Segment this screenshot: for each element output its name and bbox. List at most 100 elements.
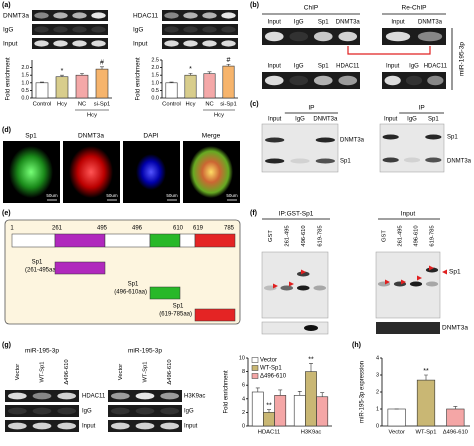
lane-label: 496-610 bbox=[301, 225, 307, 246]
y-tick-label: 4 bbox=[376, 355, 379, 361]
blot bbox=[261, 251, 329, 319]
gel-band bbox=[135, 407, 155, 415]
arrowhead bbox=[442, 269, 447, 275]
scale-label: 50um bbox=[106, 193, 118, 198]
gel-band bbox=[34, 40, 49, 47]
lane-label: 619-785 bbox=[317, 225, 323, 246]
y-tick-label: 0.5 bbox=[21, 88, 29, 94]
header: IP bbox=[308, 105, 314, 112]
gel-band bbox=[160, 422, 180, 430]
x-tick-label: Δ496-610 bbox=[443, 430, 468, 436]
arrowhead bbox=[401, 279, 406, 285]
error-bar bbox=[267, 409, 271, 413]
bar bbox=[446, 408, 465, 427]
bar bbox=[184, 74, 197, 99]
lane-label: DNMT3a bbox=[336, 20, 361, 26]
gel-band bbox=[164, 26, 179, 33]
link-bracket bbox=[347, 46, 431, 55]
gel-band bbox=[289, 75, 309, 86]
lane-label: Sp1 bbox=[318, 20, 329, 26]
bar bbox=[263, 412, 275, 427]
group-label: Hcy bbox=[214, 113, 224, 119]
gel-band bbox=[221, 26, 236, 33]
gel-band bbox=[110, 407, 130, 415]
lane-label: HDAC11 bbox=[424, 64, 448, 70]
label: (g) bbox=[2, 342, 11, 349]
row-label: DNMT3a bbox=[3, 13, 29, 20]
cell bbox=[136, 154, 166, 190]
lane-label: GST bbox=[268, 230, 274, 242]
fragment-name: Sp1 bbox=[128, 282, 139, 288]
x-tick-label: NC bbox=[78, 102, 86, 108]
gel-band bbox=[160, 407, 180, 415]
bar bbox=[203, 73, 216, 99]
row-label: DNMT3a bbox=[340, 138, 365, 144]
x-tick-label: Hcy bbox=[186, 102, 196, 108]
y-tick-label: 4 bbox=[242, 396, 245, 402]
position: 496 bbox=[132, 226, 143, 232]
label: (b) bbox=[250, 2, 259, 9]
domain bbox=[179, 233, 196, 248]
lane-label: Sp1 bbox=[318, 64, 329, 70]
significance: ** bbox=[423, 368, 429, 375]
lane-label: IgG bbox=[294, 20, 304, 26]
gel-band bbox=[91, 12, 106, 19]
gel-band bbox=[135, 422, 155, 430]
y-tick-label: 2 bbox=[242, 410, 245, 416]
y-tick-label: 1.5 bbox=[151, 73, 159, 79]
y-axis-label: Fold enrichment bbox=[6, 57, 12, 100]
error-bar bbox=[278, 389, 283, 396]
gel-band bbox=[57, 407, 77, 415]
blot-band bbox=[382, 134, 399, 140]
significance: * bbox=[61, 68, 64, 75]
x-tick-label: HDAC11 bbox=[258, 430, 280, 436]
row-label: IgG bbox=[3, 27, 13, 34]
gel-band bbox=[417, 31, 443, 42]
header: Input bbox=[401, 211, 416, 218]
gel-band bbox=[385, 31, 411, 42]
error-bar bbox=[80, 73, 84, 76]
cell bbox=[189, 146, 233, 198]
bar bbox=[316, 396, 329, 427]
position: 261 bbox=[52, 226, 63, 232]
fragment bbox=[149, 286, 181, 300]
gel-band bbox=[7, 392, 27, 400]
y-axis-label: Fold enrichment bbox=[224, 370, 230, 413]
gel-strip bbox=[261, 321, 329, 335]
side-label: miR-195-3p bbox=[459, 42, 466, 76]
header: IP:GST-Sp1 bbox=[279, 211, 314, 218]
x-tick-label: WT-Sp1 bbox=[416, 430, 437, 436]
gel-band bbox=[34, 12, 49, 19]
gel-strip bbox=[32, 38, 108, 49]
header: miR-195-3p bbox=[25, 348, 59, 355]
lane-label: 496-610 bbox=[414, 225, 420, 246]
lane-label: Input bbox=[384, 117, 398, 123]
error-bar bbox=[320, 392, 325, 397]
row-label: Input bbox=[184, 424, 198, 430]
label: (h) bbox=[352, 342, 361, 349]
lane-label: Input bbox=[268, 117, 282, 123]
label: (f) bbox=[250, 210, 257, 217]
lane-label: DNMT3a bbox=[313, 117, 338, 123]
gel-strip bbox=[108, 405, 182, 417]
blot-band bbox=[296, 285, 310, 291]
fragment-range: (619-785aa) bbox=[159, 312, 192, 318]
error-bar bbox=[453, 406, 458, 409]
lane-label: Input bbox=[391, 20, 405, 26]
error-bar bbox=[169, 81, 174, 83]
y-tick-label: 1.5 bbox=[21, 73, 29, 79]
image-title: Sp1 bbox=[25, 133, 37, 140]
cell bbox=[9, 146, 53, 198]
y-tick-label: 3 bbox=[376, 372, 379, 378]
error-bar bbox=[60, 74, 64, 77]
row-label: HDAC11 bbox=[82, 394, 106, 400]
y-axis-label: Fold enrichment bbox=[136, 57, 142, 100]
lane-label: Δ496-610 bbox=[167, 359, 173, 384]
x-tick-label: Vector bbox=[388, 430, 405, 436]
y-tick-label: 8 bbox=[242, 369, 245, 375]
arrowhead bbox=[273, 283, 278, 289]
error-bar bbox=[309, 363, 313, 372]
position: 1 bbox=[10, 226, 14, 232]
